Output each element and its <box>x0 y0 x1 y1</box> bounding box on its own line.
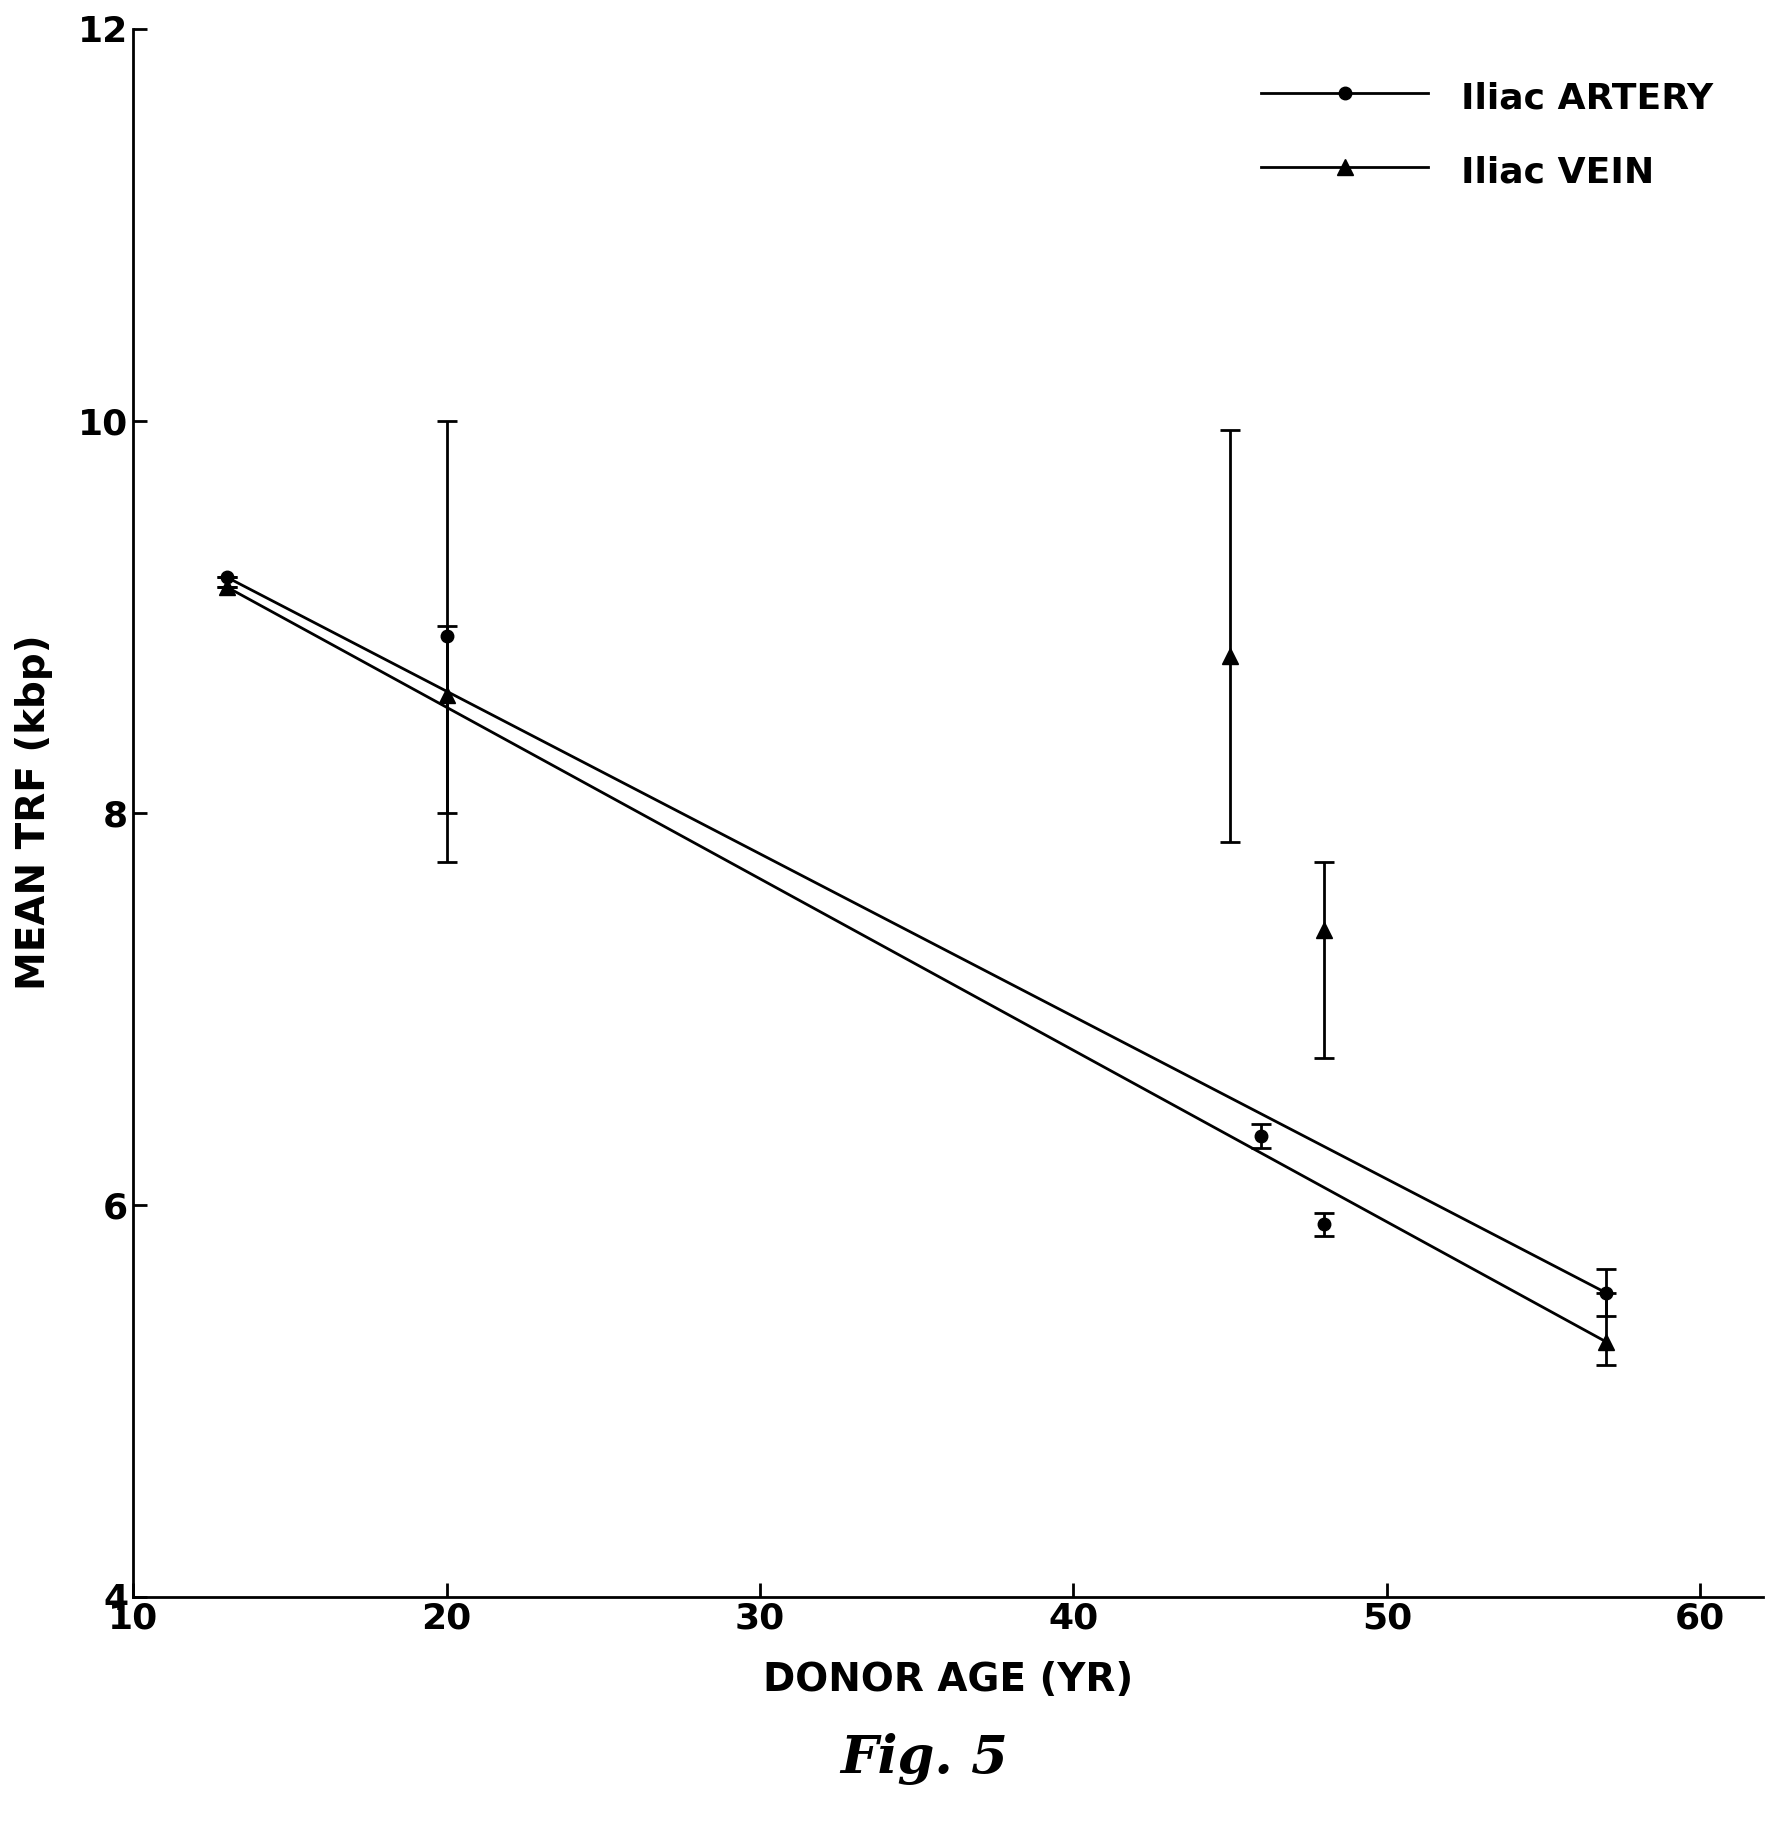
Legend: Iliac ARTERY, Iliac VEIN: Iliac ARTERY, Iliac VEIN <box>1245 60 1730 210</box>
Y-axis label: MEAN TRF (kbp): MEAN TRF (kbp) <box>14 634 53 990</box>
X-axis label: DONOR AGE (YR): DONOR AGE (YR) <box>763 1661 1133 1699</box>
Text: Fig. 5: Fig. 5 <box>841 1734 1008 1785</box>
